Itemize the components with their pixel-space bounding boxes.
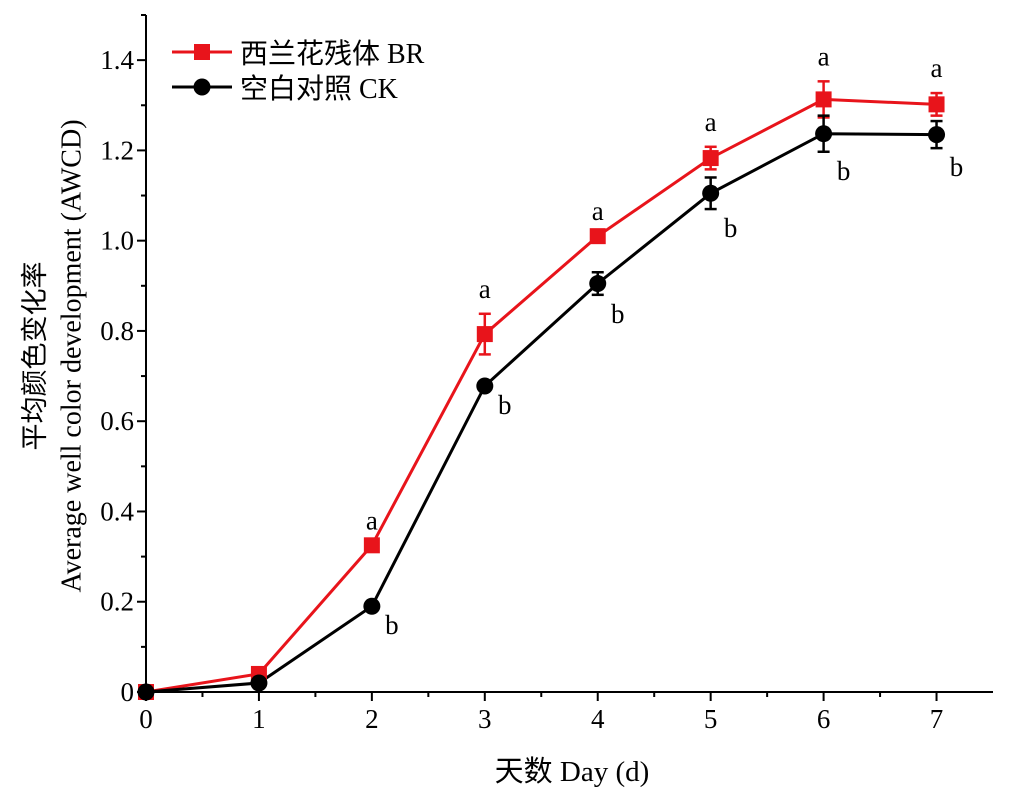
data-point-ck xyxy=(476,377,494,395)
letter-b: b xyxy=(385,610,399,640)
x-tick-label: 1 xyxy=(252,704,266,734)
y-tick-label: 0.6 xyxy=(100,406,134,436)
axes xyxy=(145,15,993,693)
data-point-ck xyxy=(137,683,155,701)
x-tick-label: 0 xyxy=(139,704,153,734)
y-axis-title-cn-group: 平均颜色变化率 xyxy=(20,262,50,451)
y-tick-label: 1.2 xyxy=(100,135,134,165)
letter-a: a xyxy=(818,41,830,71)
x-tick-label: 7 xyxy=(930,704,944,734)
y-tick-label: 0.8 xyxy=(100,316,134,346)
data-point-ck xyxy=(589,275,607,293)
x-tick-label: 5 xyxy=(704,704,718,734)
data-point-br xyxy=(363,537,380,554)
data-point-br xyxy=(589,228,606,245)
y-tick-label: 0.4 xyxy=(100,496,134,526)
data-point-br xyxy=(476,326,493,343)
data-point-br xyxy=(702,150,719,167)
legend-label-ck: 空白对照 CK xyxy=(240,73,398,105)
legend: 西兰花残体 BR 空白对照 CK xyxy=(172,38,425,105)
letter-b: b xyxy=(950,152,964,182)
letter-a: a xyxy=(479,274,491,304)
x-tick-label: 2 xyxy=(365,704,379,734)
letter-b: b xyxy=(498,390,512,420)
x-tick-label: 3 xyxy=(478,704,492,734)
data-point-ck xyxy=(363,597,381,615)
series-line-ck xyxy=(145,132,937,694)
x-tick-label: 4 xyxy=(591,704,605,734)
series-layer xyxy=(137,80,946,701)
data-point-ck xyxy=(928,126,946,144)
significance-letters: a a a a a a b b b b b b xyxy=(366,41,963,640)
x-axis-title: 天数 Day (d) xyxy=(495,755,650,788)
x-tick-label: 6 xyxy=(817,704,831,734)
letter-b: b xyxy=(837,156,851,186)
letter-b: b xyxy=(724,213,738,243)
data-point-ck xyxy=(702,184,720,202)
series-line-br xyxy=(145,97,937,694)
legend-marker-ck xyxy=(193,78,211,96)
letter-a: a xyxy=(931,53,943,83)
legend-marker-br xyxy=(194,44,210,60)
data-point-br xyxy=(815,91,832,108)
letter-a: a xyxy=(366,505,378,535)
y-tick-label: 0 xyxy=(121,677,135,707)
ticks: 0 1 2 3 4 5 6 7 0 0.2 0.4 0.6 0.8 1.0 1.2 1.4 xyxy=(100,14,944,734)
y-tick-label: 1.4 xyxy=(100,45,134,75)
y-axis-title-en-group: Average well color development (AWCD) xyxy=(56,119,87,592)
legend-label-br: 西兰花残体 BR xyxy=(240,38,425,70)
data-point-br xyxy=(928,96,945,113)
y-tick-label: 0.2 xyxy=(100,587,134,617)
y-axis-title-en: Average well color development (AWCD) xyxy=(56,119,87,592)
letter-b: b xyxy=(611,299,625,329)
y-axis-title-cn: 平均颜色变化率 xyxy=(20,262,50,451)
data-point-ck xyxy=(815,125,833,143)
data-point-ck xyxy=(250,674,268,692)
letter-a: a xyxy=(592,196,604,226)
letter-a: a xyxy=(705,107,717,137)
y-tick-label: 1.0 xyxy=(100,226,134,256)
